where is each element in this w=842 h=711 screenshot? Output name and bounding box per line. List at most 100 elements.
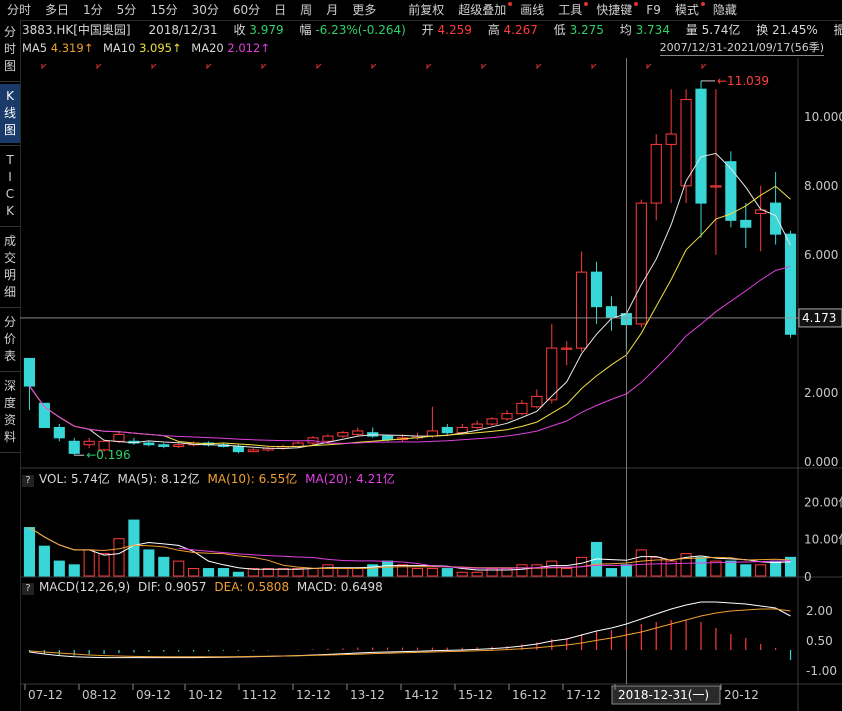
toolbar-item-0[interactable]: 分时 <box>7 3 32 17</box>
x-axis-label: 14-12 <box>404 688 439 702</box>
toolbar-item-15[interactable]: 快捷键 <box>589 0 639 20</box>
candle-body <box>68 440 80 454</box>
toolbar-item-1[interactable]: 多日 <box>45 3 70 17</box>
sidebar-tab-0[interactable]: 分时图 <box>3 25 16 73</box>
avg-label: 均 <box>619 23 632 37</box>
x-axis-label: 16-12 <box>512 688 547 702</box>
volume-bar <box>98 553 110 577</box>
candle-body <box>247 449 259 453</box>
volume-bar <box>635 549 647 577</box>
volume-bar <box>188 568 200 577</box>
volume-axis-label: 0 <box>804 570 812 584</box>
candle-body <box>441 426 453 434</box>
volume-bar <box>650 556 662 577</box>
vol-value: VOL: 5.74亿 <box>39 472 110 486</box>
volume-bar <box>217 568 230 577</box>
toolbar-item-5[interactable]: 30分 <box>191 3 219 17</box>
period-marker <box>481 63 487 70</box>
vol-ma5: MA(5): 8.12亿 <box>117 472 200 486</box>
volume-axis-label: 20.00亿 <box>804 494 842 509</box>
candle-body <box>53 426 65 439</box>
x-axis-label: 09-12 <box>136 688 171 702</box>
toolbar-item-6[interactable]: 60分 <box>232 3 261 17</box>
period-marker <box>371 63 377 70</box>
toolbar-item-7[interactable]: 日 <box>274 3 287 17</box>
candle-body <box>337 432 349 437</box>
sidebar-tab-4[interactable]: 分价表 <box>3 315 16 363</box>
vol-ma20: MA(20): 4.21亿 <box>305 472 395 486</box>
toolbar-item-2[interactable]: 1分 <box>83 3 103 17</box>
volume-bar <box>456 571 468 577</box>
volume-bar <box>367 564 379 577</box>
help-icon[interactable]: ? <box>22 583 34 595</box>
volume-bar <box>38 545 50 577</box>
volume-bar <box>546 560 558 577</box>
volume-bar <box>382 560 394 577</box>
volume-bar <box>620 564 632 577</box>
period-marker <box>206 63 212 70</box>
ma20-value: 2.012↑ <box>227 41 270 55</box>
x-axis-label: 08-12 <box>82 688 117 702</box>
toolbar-item-12[interactable]: 超级叠加 <box>451 0 513 20</box>
candle-body <box>501 413 513 420</box>
toolbar-item-13[interactable]: 画线 <box>520 3 545 17</box>
open-label: 开 <box>421 23 434 37</box>
ma10-label: MA10 <box>102 41 136 55</box>
toolbar-item-18[interactable]: 隐藏 <box>712 3 737 17</box>
sidebar-divider <box>0 307 20 308</box>
sidebar-divider <box>0 226 20 227</box>
crosshair-price-box <box>798 308 842 328</box>
open-value: 4.259 <box>437 23 472 37</box>
vol-ma10: MA(10): 6.55亿 <box>207 472 298 486</box>
candle-body <box>486 418 498 425</box>
help-icon[interactable]: ? <box>22 475 34 487</box>
x-axis-label: 15-12 <box>458 688 493 702</box>
macd-axis-label: 2.00 <box>806 604 833 618</box>
price-axis-label: 6.000 <box>804 248 838 262</box>
toolbar-item-11[interactable]: 前复权 <box>408 3 445 17</box>
volume-bar <box>68 564 80 577</box>
volume-bar <box>680 553 692 577</box>
toolbar-item-16[interactable]: F9 <box>646 3 661 17</box>
macd-dif: DIF: 0.9057 <box>137 580 207 594</box>
candle-body <box>382 435 394 441</box>
volume-bar <box>725 560 737 577</box>
turnover-label: 换 <box>756 23 769 37</box>
low-label: 低 <box>553 23 566 37</box>
notification-dot <box>508 2 513 6</box>
volume-bar <box>113 538 125 577</box>
period-marker <box>646 63 652 70</box>
volume-bar <box>471 571 483 577</box>
date-range-selector[interactable]: 2007/12/31-2021/09/17(56季) <box>659 41 824 56</box>
candle-body <box>650 143 662 204</box>
toolbar-item-10[interactable]: 更多 <box>352 3 377 17</box>
toolbar-item-9[interactable]: 月 <box>326 3 339 17</box>
x-axis-label: 10-12 <box>188 688 223 702</box>
toolbar-item-4[interactable]: 15分 <box>150 3 178 17</box>
toolbar-item-17[interactable]: 模式 <box>668 0 706 20</box>
volume-bar <box>740 564 752 577</box>
period-marker <box>426 63 432 70</box>
dea-line <box>29 608 791 658</box>
candle-body <box>635 202 647 325</box>
toolbar-item-8[interactable]: 周 <box>300 3 313 17</box>
sidebar-divider <box>0 145 20 146</box>
sidebar-tab-5[interactable]: 深度资料 <box>3 379 16 444</box>
price-axis-label: 0.000 <box>804 455 838 469</box>
toolbar-item-14[interactable]: 工具 <box>551 0 589 20</box>
volume-bar <box>307 568 319 577</box>
price-axis-label: 10.000 <box>804 110 842 124</box>
candle-body <box>590 271 603 308</box>
volume-bar <box>83 549 95 577</box>
volume-bar <box>426 568 438 577</box>
low-value: 3.275 <box>569 23 604 37</box>
toolbar-item-3[interactable]: 5分 <box>116 3 137 17</box>
sidebar-tab-3[interactable]: 成交明细 <box>3 234 16 299</box>
candle-body <box>665 133 677 145</box>
macd-name: MACD(12,26,9) <box>39 580 131 594</box>
sidebar-divider <box>0 452 20 453</box>
candle-body <box>680 99 692 187</box>
